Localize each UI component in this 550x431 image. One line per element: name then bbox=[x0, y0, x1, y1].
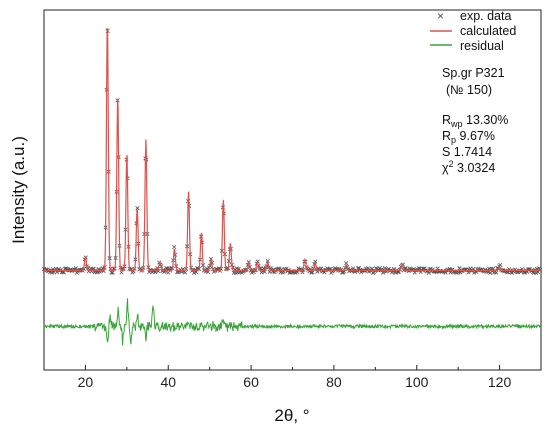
exp-data-point bbox=[443, 270, 448, 275]
chi2-value: χ2 3.0324 bbox=[442, 159, 495, 175]
exp-data-point bbox=[466, 270, 471, 275]
exp-data-point bbox=[310, 270, 315, 275]
exp-data-point bbox=[426, 270, 431, 275]
exp-data-point bbox=[183, 270, 188, 275]
x-tick-label: 20 bbox=[78, 374, 94, 390]
x-tick-label: 120 bbox=[488, 374, 512, 390]
exp-data-point bbox=[287, 270, 292, 275]
exp-data-point bbox=[110, 270, 115, 275]
exp-data-point bbox=[344, 261, 349, 266]
exp-data-point bbox=[309, 270, 314, 275]
exp-data-point bbox=[505, 270, 510, 275]
legend-label-exp: exp. data bbox=[460, 9, 511, 23]
exp-data-point bbox=[135, 206, 140, 211]
x-tick-label: 40 bbox=[160, 374, 176, 390]
series-calculated-line bbox=[44, 28, 541, 272]
legend-label-calculated: calculated bbox=[460, 24, 516, 38]
x-tick-label: 100 bbox=[405, 374, 429, 390]
exp-data-point bbox=[416, 266, 421, 271]
exp-data-point bbox=[422, 266, 427, 271]
exp-data-point bbox=[101, 268, 106, 274]
exp-data-point bbox=[300, 270, 305, 275]
rp-value: Rp 9.67% bbox=[442, 129, 495, 145]
exp-data-point bbox=[494, 270, 499, 275]
exp-data-point bbox=[369, 266, 375, 271]
x-axis-ticks: 20 40 60 80 100 120 bbox=[43, 365, 542, 390]
space-group-number: (№ 150) bbox=[446, 83, 492, 97]
x-axis-title: 2θ, ° bbox=[274, 406, 309, 425]
exp-data-point bbox=[61, 270, 66, 275]
y-axis-title: Intensity (a.u.) bbox=[9, 136, 28, 244]
exp-data-point bbox=[172, 244, 177, 250]
exp-data-point bbox=[351, 266, 356, 271]
legend-label-residual: residual bbox=[460, 39, 504, 53]
exp-data-point bbox=[313, 259, 318, 264]
legend: × exp. data calculated residual bbox=[430, 9, 516, 53]
exp-data-point bbox=[73, 266, 78, 271]
space-group-label: Sp.gr P321 bbox=[442, 66, 505, 80]
x-tick-label: 60 bbox=[243, 374, 259, 390]
series-residual-line bbox=[43, 298, 541, 346]
x-tick-label: 80 bbox=[326, 374, 342, 390]
legend-marker-exp: × bbox=[437, 9, 444, 23]
exp-data-point bbox=[63, 266, 68, 271]
exp-data-point bbox=[109, 270, 114, 275]
s-value: S 1.7414 bbox=[442, 145, 492, 159]
exp-data-point bbox=[448, 270, 453, 275]
exp-data-point bbox=[119, 270, 124, 275]
refinement-annotations: Sp.gr P321 (№ 150) Rwp 13.30% Rp 9.67% S… bbox=[442, 66, 508, 175]
rwp-value: Rwp 13.30% bbox=[442, 113, 508, 129]
